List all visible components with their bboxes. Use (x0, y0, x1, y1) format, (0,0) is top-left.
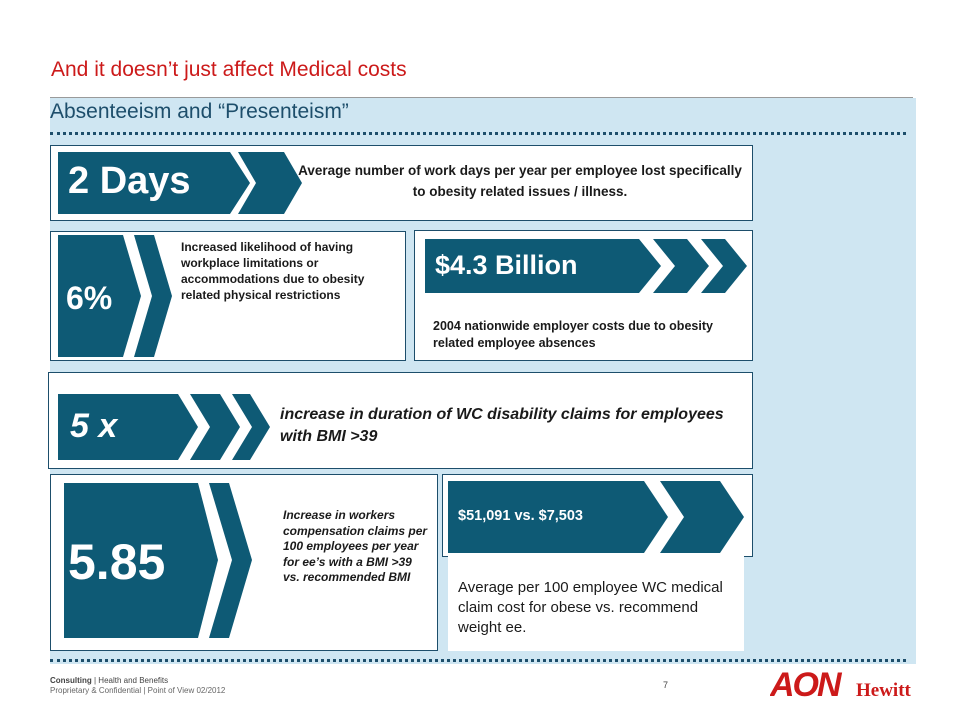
chevron-arrow-icon (425, 239, 747, 293)
title-divider (50, 97, 913, 98)
chevron-arrow-icon (448, 481, 744, 553)
stat-4-3-billion: $4.3 Billion (435, 250, 578, 280)
desc-2-days: Average number of work days per year per… (298, 163, 742, 199)
footer-practice: | Health and Benefits (91, 676, 169, 685)
footer-division: Consulting | Health and Benefits (50, 676, 168, 685)
svg-text:Hewitt: Hewitt (856, 680, 912, 701)
desc-5-85: Increase in workers compensation claims … (283, 508, 428, 585)
chevron-arrow-icon (58, 394, 270, 460)
page-number: 7 (663, 680, 669, 690)
slide-subtitle: Absenteeism and “Presenteism” (50, 100, 349, 123)
footer-consulting: Consulting (50, 676, 92, 685)
chevron-arrow-icon (58, 152, 302, 214)
chevron-arrow-icon (64, 483, 252, 638)
stat-wc-cost: $51,091 vs. $7,503 (458, 508, 583, 524)
svg-text:AON: AON (770, 666, 843, 702)
desc-6-percent: Increased likelihood of having workplace… (181, 240, 365, 302)
dotted-divider-bottom (50, 659, 906, 662)
aon-hewitt-logo: AON Hewitt (769, 662, 915, 704)
desc-4-3-billion: 2004 nationwide employer costs due to ob… (433, 319, 713, 350)
desc-wc-cost: Average per 100 employee WC medical clai… (458, 579, 723, 636)
stat-5x: 5 x (70, 407, 118, 445)
stat-6-percent: 6% (66, 280, 113, 316)
footer-confidential: Proprietary & Confidential | Point of Vi… (50, 686, 226, 695)
slide-title: And it doesn’t just affect Medical costs (51, 58, 407, 81)
chevron-arrow-icon (58, 235, 172, 357)
desc-5x: increase in duration of WC disability cl… (280, 406, 724, 445)
dotted-divider-top (50, 132, 906, 135)
stat-2-days: 2 Days (68, 160, 191, 202)
stat-5-85: 5.85 (68, 534, 166, 590)
